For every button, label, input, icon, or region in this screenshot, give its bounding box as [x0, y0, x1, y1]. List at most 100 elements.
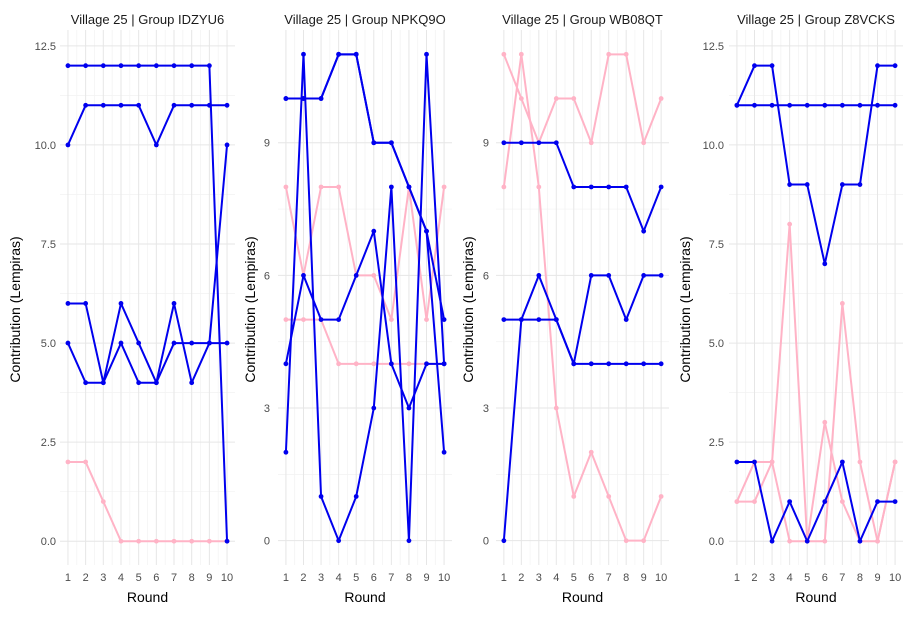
data-point [752, 499, 757, 504]
x-tick-label: 10 [438, 572, 450, 584]
y-axis-label: Contribution (Lempiras) [7, 236, 23, 382]
y-tick-label: 2.5 [41, 437, 56, 449]
data-point [892, 102, 898, 108]
y-tick-label: 0.0 [41, 536, 56, 548]
y-tick-label: 6 [264, 270, 270, 282]
data-point [118, 340, 124, 346]
x-tick-label: 10 [221, 572, 233, 584]
data-point [804, 182, 810, 187]
y-tick-label: 12.5 [703, 41, 724, 53]
data-point [623, 184, 629, 190]
x-tick-label: 2 [518, 572, 524, 584]
data-point [857, 538, 863, 544]
data-point [623, 317, 629, 323]
data-point [301, 96, 306, 101]
data-point [606, 361, 612, 367]
x-tick-label: 1 [734, 572, 740, 584]
data-point [787, 221, 793, 227]
data-point [65, 63, 71, 69]
data-point [571, 184, 577, 190]
data-point [501, 538, 507, 544]
y-tick-label: 0.0 [709, 536, 724, 548]
y-tick-label: 0 [483, 536, 489, 548]
series-line [67, 302, 228, 384]
data-point [641, 228, 647, 234]
data-point [371, 228, 377, 234]
data-point [136, 538, 142, 544]
x-tick-label: 1 [283, 572, 289, 584]
data-point [371, 361, 377, 367]
data-point [769, 538, 775, 544]
data-point [65, 340, 71, 346]
data-point [100, 380, 106, 386]
series-line [284, 185, 446, 321]
x-axis-label: Round [795, 589, 836, 605]
x-tick-label: 7 [171, 572, 177, 584]
data-point [388, 361, 394, 367]
data-point [118, 63, 124, 69]
data-point [623, 361, 629, 367]
data-point [658, 96, 664, 101]
x-tick-label: 8 [623, 572, 629, 584]
data-point [406, 361, 412, 367]
data-point [424, 361, 429, 367]
x-tick-label: 3 [318, 572, 324, 584]
data-point [441, 184, 447, 190]
series-player-e [501, 51, 664, 544]
data-point [406, 405, 412, 411]
series-line [285, 318, 445, 365]
data-point [406, 538, 412, 544]
x-tick-label: 2 [751, 572, 757, 584]
data-point [441, 317, 447, 323]
x-tick-label: 8 [406, 572, 412, 584]
series-line [285, 53, 446, 320]
data-point [441, 361, 447, 367]
data-point [822, 102, 828, 108]
series-line [735, 421, 897, 543]
data-point [501, 51, 507, 57]
x-tick-label: 5 [804, 572, 810, 584]
facet-panel-4: 1 2 3 4 5 6 7 8 9 10 0.0 2.5 5.0 7.5 10.0 12.5 Village 2… [677, 12, 903, 605]
data-point [353, 361, 359, 367]
data-point [641, 538, 647, 544]
series-line [67, 104, 228, 146]
series-line [736, 223, 897, 543]
x-tick-label: 6 [371, 572, 377, 584]
data-point [118, 301, 124, 306]
data-point [839, 301, 845, 306]
x-tick-label: 5 [353, 572, 359, 584]
data-point [83, 459, 89, 465]
data-point [588, 272, 594, 278]
y-tick-label: 9 [264, 138, 270, 150]
panel-title: Village 25 | Group Z8VCKS [737, 12, 895, 27]
x-tick-label: 3 [100, 572, 106, 584]
data-point [536, 184, 542, 190]
x-tick-label: 1 [501, 572, 507, 584]
data-point [371, 140, 377, 146]
series-player-c [283, 228, 447, 411]
data-point [171, 102, 177, 108]
series-player-b [65, 102, 230, 148]
data-point [501, 184, 507, 190]
y-tick-label: 5.0 [41, 338, 56, 350]
data-point [787, 102, 793, 108]
data-point [83, 63, 89, 69]
data-point [136, 63, 142, 69]
data-point [769, 459, 775, 465]
data-point [206, 340, 212, 346]
data-point [588, 361, 594, 367]
data-point [822, 499, 828, 504]
x-tick-label: 9 [874, 572, 880, 584]
data-point [571, 96, 577, 101]
data-point [623, 538, 629, 544]
y-axis-label: Contribution (Lempiras) [460, 236, 476, 382]
data-point [606, 272, 612, 278]
x-tick-label: 2 [83, 572, 89, 584]
x-tick-label: 5 [571, 572, 577, 584]
data-point [353, 51, 359, 57]
data-point [100, 63, 106, 69]
data-point [388, 140, 394, 146]
y-tick-label: 12.5 [35, 41, 56, 53]
data-point [424, 317, 429, 323]
